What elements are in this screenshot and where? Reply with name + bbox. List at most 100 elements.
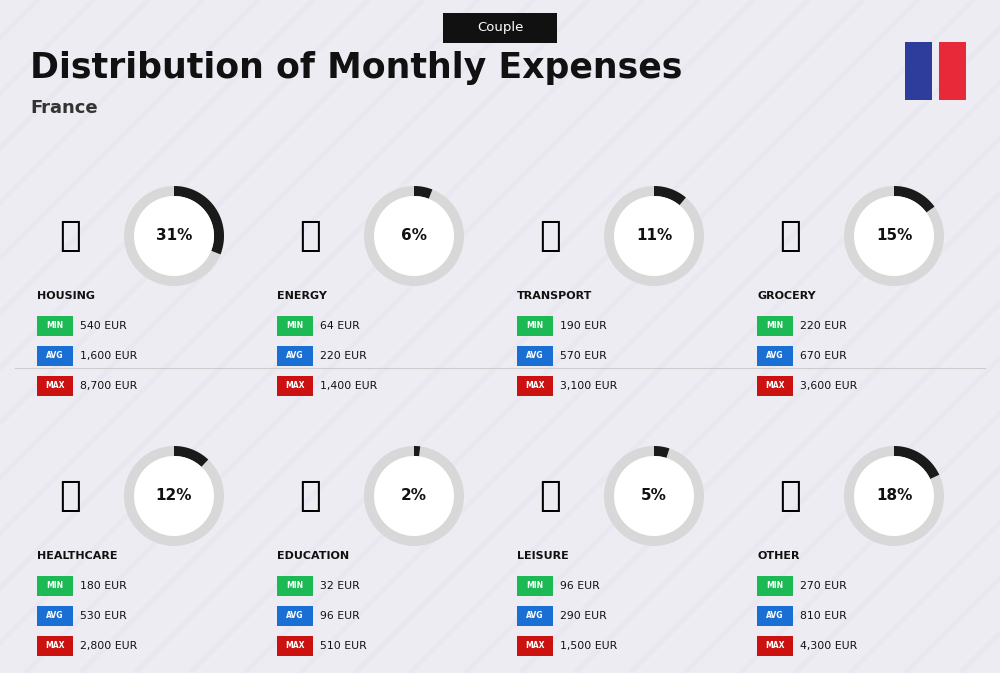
Text: 🛍: 🛍 xyxy=(539,479,561,513)
Text: HEALTHCARE: HEALTHCARE xyxy=(37,551,118,561)
Circle shape xyxy=(614,456,694,536)
Text: 270 EUR: 270 EUR xyxy=(800,581,847,591)
Text: MIN: MIN xyxy=(46,581,64,590)
Text: 31%: 31% xyxy=(156,229,192,244)
Circle shape xyxy=(364,446,464,546)
FancyBboxPatch shape xyxy=(757,636,793,656)
FancyBboxPatch shape xyxy=(277,636,313,656)
FancyBboxPatch shape xyxy=(277,376,313,396)
Text: 2,800 EUR: 2,800 EUR xyxy=(80,641,137,651)
Text: 96 EUR: 96 EUR xyxy=(320,611,360,621)
Text: 12%: 12% xyxy=(156,489,192,503)
Text: 5%: 5% xyxy=(641,489,667,503)
Polygon shape xyxy=(894,186,934,213)
FancyBboxPatch shape xyxy=(277,576,313,596)
Text: MIN: MIN xyxy=(526,581,544,590)
Text: 🏥: 🏥 xyxy=(59,479,81,513)
Circle shape xyxy=(844,186,944,286)
Text: OTHER: OTHER xyxy=(757,551,800,561)
Text: 🏙: 🏙 xyxy=(59,219,81,253)
FancyBboxPatch shape xyxy=(517,316,553,336)
FancyBboxPatch shape xyxy=(517,636,553,656)
FancyBboxPatch shape xyxy=(37,316,73,336)
Text: 540 EUR: 540 EUR xyxy=(80,321,127,331)
Text: MAX: MAX xyxy=(525,641,545,651)
Text: AVG: AVG xyxy=(46,351,64,361)
Circle shape xyxy=(124,186,224,286)
Text: Distribution of Monthly Expenses: Distribution of Monthly Expenses xyxy=(30,51,682,85)
Text: 6%: 6% xyxy=(401,229,427,244)
Text: 🎓: 🎓 xyxy=(299,479,321,513)
Circle shape xyxy=(124,446,224,546)
Text: 1,500 EUR: 1,500 EUR xyxy=(560,641,617,651)
Text: MIN: MIN xyxy=(286,322,304,330)
Circle shape xyxy=(614,196,694,276)
Polygon shape xyxy=(654,446,669,458)
Text: AVG: AVG xyxy=(766,351,784,361)
Text: 11%: 11% xyxy=(636,229,672,244)
Text: MAX: MAX xyxy=(45,382,65,390)
Text: 4,300 EUR: 4,300 EUR xyxy=(800,641,857,651)
Text: 220 EUR: 220 EUR xyxy=(800,321,847,331)
FancyBboxPatch shape xyxy=(277,346,313,366)
Text: MAX: MAX xyxy=(765,641,785,651)
Text: 570 EUR: 570 EUR xyxy=(560,351,607,361)
FancyBboxPatch shape xyxy=(757,316,793,336)
Text: 🚌: 🚌 xyxy=(539,219,561,253)
Circle shape xyxy=(844,446,944,546)
Text: 290 EUR: 290 EUR xyxy=(560,611,607,621)
Text: 810 EUR: 810 EUR xyxy=(800,611,847,621)
Circle shape xyxy=(134,196,214,276)
Text: 🔌: 🔌 xyxy=(299,219,321,253)
Text: TRANSPORT: TRANSPORT xyxy=(517,291,592,301)
FancyBboxPatch shape xyxy=(517,576,553,596)
Text: 3,100 EUR: 3,100 EUR xyxy=(560,381,617,391)
Polygon shape xyxy=(174,186,224,254)
FancyBboxPatch shape xyxy=(517,376,553,396)
FancyBboxPatch shape xyxy=(757,376,793,396)
Text: 8,700 EUR: 8,700 EUR xyxy=(80,381,137,391)
FancyBboxPatch shape xyxy=(757,576,793,596)
Text: MAX: MAX xyxy=(525,382,545,390)
Text: 18%: 18% xyxy=(876,489,912,503)
Text: 530 EUR: 530 EUR xyxy=(80,611,127,621)
Text: MAX: MAX xyxy=(45,641,65,651)
Polygon shape xyxy=(894,446,939,479)
Text: 32 EUR: 32 EUR xyxy=(320,581,360,591)
FancyBboxPatch shape xyxy=(37,636,73,656)
Text: MIN: MIN xyxy=(46,322,64,330)
Text: 1,600 EUR: 1,600 EUR xyxy=(80,351,137,361)
Circle shape xyxy=(854,196,934,276)
Text: 190 EUR: 190 EUR xyxy=(560,321,607,331)
FancyBboxPatch shape xyxy=(517,346,553,366)
Text: France: France xyxy=(30,99,98,117)
Text: Couple: Couple xyxy=(477,22,523,34)
Text: HOUSING: HOUSING xyxy=(37,291,95,301)
Text: AVG: AVG xyxy=(526,612,544,621)
FancyBboxPatch shape xyxy=(37,606,73,626)
FancyBboxPatch shape xyxy=(37,376,73,396)
Text: AVG: AVG xyxy=(766,612,784,621)
Text: 180 EUR: 180 EUR xyxy=(80,581,127,591)
FancyBboxPatch shape xyxy=(757,606,793,626)
Text: 670 EUR: 670 EUR xyxy=(800,351,847,361)
FancyBboxPatch shape xyxy=(277,606,313,626)
Circle shape xyxy=(854,456,934,536)
Polygon shape xyxy=(654,186,686,205)
Text: MIN: MIN xyxy=(766,581,784,590)
Text: 3,600 EUR: 3,600 EUR xyxy=(800,381,857,391)
Text: 96 EUR: 96 EUR xyxy=(560,581,600,591)
Circle shape xyxy=(134,456,214,536)
Text: 510 EUR: 510 EUR xyxy=(320,641,367,651)
Text: AVG: AVG xyxy=(286,612,304,621)
FancyBboxPatch shape xyxy=(517,606,553,626)
FancyBboxPatch shape xyxy=(905,42,932,100)
Text: 64 EUR: 64 EUR xyxy=(320,321,360,331)
Text: MAX: MAX xyxy=(285,641,305,651)
Circle shape xyxy=(374,456,454,536)
Polygon shape xyxy=(174,446,208,467)
FancyBboxPatch shape xyxy=(37,576,73,596)
Text: MIN: MIN xyxy=(286,581,304,590)
FancyBboxPatch shape xyxy=(757,346,793,366)
Circle shape xyxy=(604,186,704,286)
